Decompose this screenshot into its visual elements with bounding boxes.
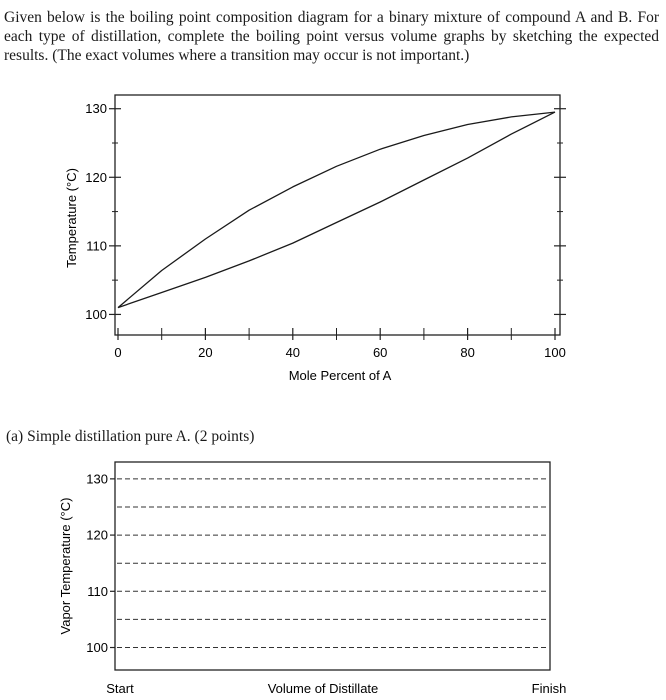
answer-plot-frame xyxy=(114,461,551,671)
bp-x-tick-label: 60 xyxy=(373,345,387,360)
answer-graph-simple-distillation: 100 110 120 130 Start Finish Volume of Dist… xyxy=(58,461,567,696)
bp-composition-diagram: 100 110 120 130 0 20 40 60 80 100 Mole Percent o… xyxy=(64,94,566,383)
bp-x-tick-label: 0 xyxy=(114,345,121,360)
vapor-curve xyxy=(117,111,556,309)
bp-plot-frame xyxy=(114,94,561,336)
bp-y-ticks: 100 110 120 130 xyxy=(85,101,566,322)
answer-y-ticks: 100 110 120 130 xyxy=(86,471,115,655)
bp-y-axis-label: Temperature (°C) xyxy=(64,168,79,268)
bp-curves xyxy=(117,111,556,309)
bp-x-tick-label: 80 xyxy=(460,345,474,360)
bp-x-ticks: 0 20 40 60 80 100 xyxy=(114,328,566,360)
answer-gridlines xyxy=(117,478,548,649)
answer-y-axis-label: Vapor Temperature (°C) xyxy=(58,498,73,635)
bp-x-axis-label: Mole Percent of A xyxy=(289,368,392,383)
bp-x-tick-label: 40 xyxy=(286,345,300,360)
answer-y-tick-label: 100 xyxy=(86,640,108,655)
answer-y-tick-label: 120 xyxy=(86,528,108,543)
bp-y-tick-label: 100 xyxy=(85,307,107,322)
bp-y-tick-label: 120 xyxy=(85,170,107,185)
answer-y-tick-label: 130 xyxy=(86,471,108,486)
bp-y-tick-label: 130 xyxy=(85,101,107,116)
part-a-prompt: (a) Simple distillation pure A. (2 point… xyxy=(6,428,255,445)
answer-x-tick-start: Start xyxy=(106,681,134,696)
bp-y-tick-label: 110 xyxy=(86,238,107,253)
answer-x-axis-label: Volume of Distillate xyxy=(268,681,379,696)
bp-x-tick-label: 100 xyxy=(544,345,566,360)
liquid-curve xyxy=(117,111,556,309)
answer-y-tick-label: 110 xyxy=(87,584,108,599)
question-intro: Given below is the boiling point composi… xyxy=(4,9,659,64)
answer-x-tick-finish: Finish xyxy=(532,681,567,696)
bp-x-tick-label: 20 xyxy=(198,345,212,360)
